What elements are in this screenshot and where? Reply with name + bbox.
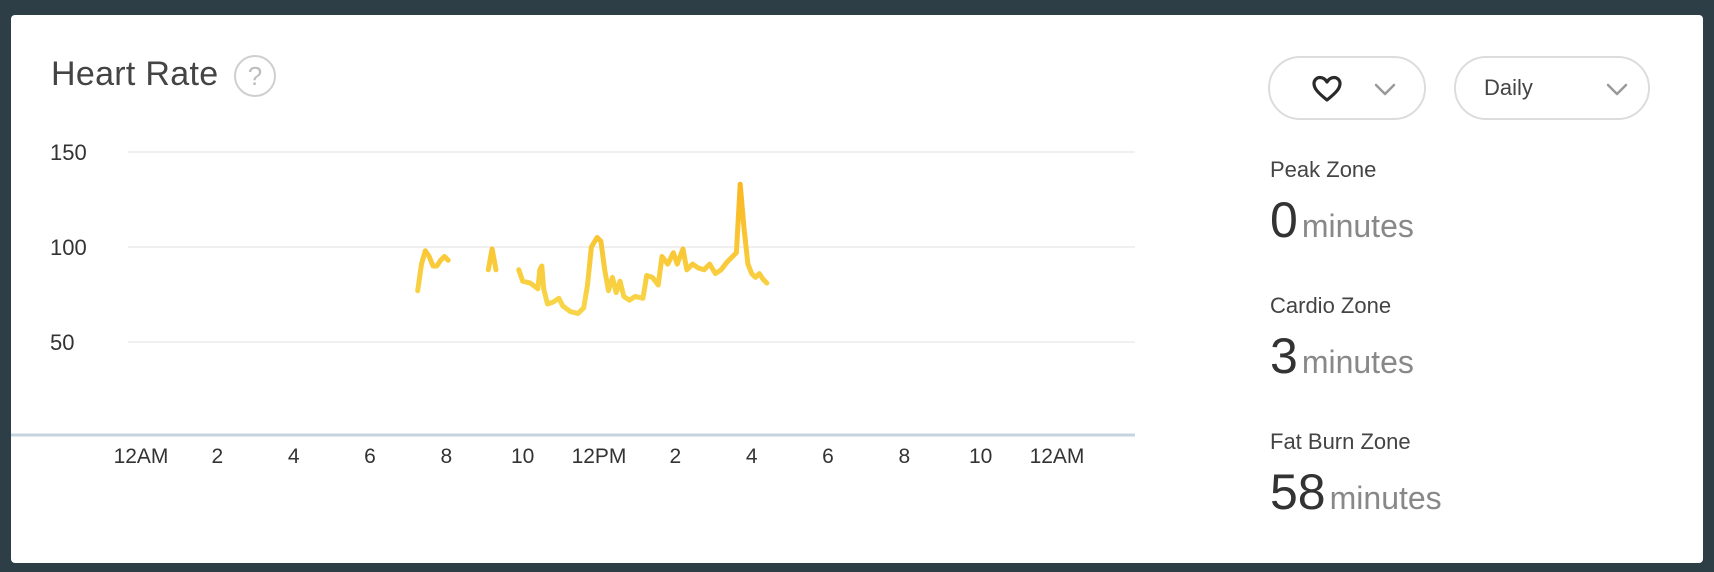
heart-icon [1312, 75, 1342, 102]
period-dropdown[interactable]: Daily [1454, 56, 1650, 120]
x-tick-label: 8 [898, 445, 910, 468]
zone-label: Cardio Zone [1270, 293, 1392, 318]
page-title: Heart Rate [51, 55, 219, 93]
zone-minutes-value: 58 [1270, 464, 1326, 520]
chevron-down-icon [1374, 83, 1396, 96]
zone-minutes-value: 0 [1270, 192, 1298, 248]
x-tick-label: 4 [746, 445, 758, 468]
heart-rate-chart: 150 100 50 12AM 2 4 6 8 10 12PM 2 4 6 8 10 12AM [11, 140, 1135, 468]
period-label: Daily [1484, 75, 1533, 100]
y-tick-label: 150 [50, 140, 87, 165]
zone-label: Peak Zone [1270, 157, 1377, 182]
x-tick-label: 2 [669, 445, 681, 468]
x-tick-label: 12AM [114, 445, 169, 468]
help-button[interactable]: ? [234, 55, 276, 97]
zone-minutes-unit: minutes [1329, 480, 1442, 516]
zone-peak: Peak Zone 0 minutes [1270, 157, 1414, 249]
x-tick-label: 8 [440, 445, 452, 468]
x-tick-label: 12PM [572, 445, 627, 468]
zone-minutes-value: 3 [1270, 328, 1298, 384]
zone-fat-burn: Fat Burn Zone 58 minutes [1270, 429, 1442, 521]
chevron-down-icon [1606, 83, 1628, 96]
heart-rate-series-line [415, 248, 451, 294]
x-tick-label: 4 [288, 445, 300, 468]
zone-minutes-unit: minutes [1301, 208, 1414, 244]
x-tick-label: 6 [364, 445, 376, 468]
help-icon: ? [247, 60, 263, 91]
y-tick-label: 50 [50, 330, 74, 355]
zone-label: Fat Burn Zone [1270, 429, 1411, 454]
x-tick-label: 12AM [1030, 445, 1085, 468]
heart-rate-series-line [516, 181, 770, 316]
heart-rate-card: Heart Rate ? 150 100 50 12AM 2 4 6 8 10 12PM 2 4 6 8 1… [11, 15, 1703, 563]
y-tick-label: 100 [50, 235, 87, 260]
metric-dropdown[interactable] [1268, 56, 1426, 120]
heart-rate-series-line [485, 246, 499, 273]
zone-cardio: Cardio Zone 3 minutes [1270, 293, 1414, 385]
x-tick-label: 10 [511, 445, 534, 468]
x-tick-label: 2 [211, 445, 223, 468]
x-tick-label: 6 [822, 445, 834, 468]
zone-minutes-unit: minutes [1301, 344, 1414, 380]
x-tick-label: 10 [969, 445, 992, 468]
